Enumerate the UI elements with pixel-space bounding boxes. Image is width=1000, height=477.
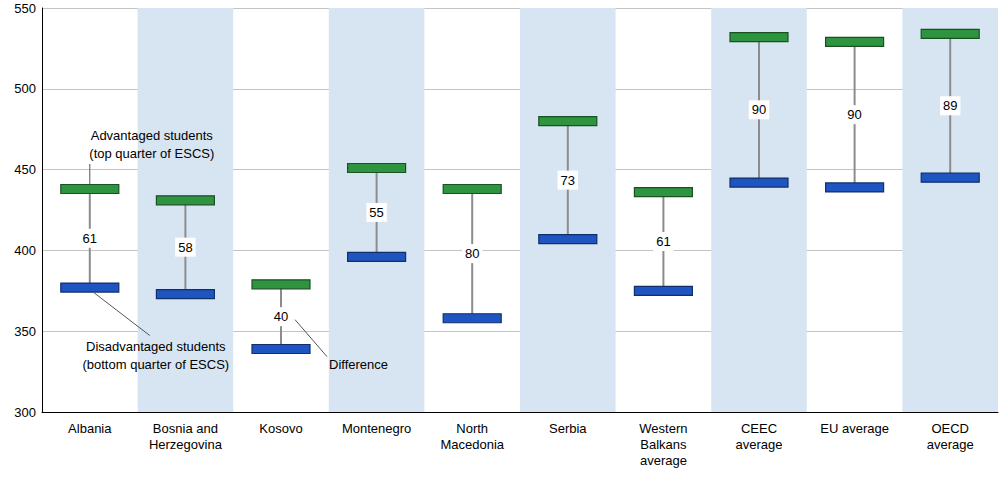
svg-text:average: average [640, 453, 687, 468]
svg-text:Herzegovina: Herzegovina [149, 437, 223, 452]
svg-text:Serbia: Serbia [549, 421, 587, 436]
svg-text:(top quarter of ESCS): (top quarter of ESCS) [89, 146, 214, 161]
svg-text:61: 61 [83, 231, 97, 246]
svg-text:Albania: Albania [68, 421, 112, 436]
svg-text:average: average [927, 437, 974, 452]
svg-text:Montenegro: Montenegro [342, 421, 411, 436]
svg-text:(bottom quarter of ESCS): (bottom quarter of ESCS) [82, 357, 229, 372]
svg-text:61: 61 [656, 234, 670, 249]
svg-text:40: 40 [274, 309, 288, 324]
svg-text:Western: Western [639, 421, 687, 436]
svg-text:58: 58 [178, 240, 192, 255]
svg-text:CEEC: CEEC [741, 421, 777, 436]
svg-text:Difference: Difference [329, 357, 388, 372]
svg-text:Macedonia: Macedonia [440, 437, 504, 452]
svg-text:Kosovo: Kosovo [259, 421, 302, 436]
svg-text:300: 300 [14, 405, 36, 420]
svg-text:450: 450 [14, 162, 36, 177]
svg-text:550: 550 [14, 1, 36, 16]
svg-text:89: 89 [943, 98, 957, 113]
svg-text:Bosnia and: Bosnia and [153, 421, 218, 436]
svg-text:Disadvantaged students: Disadvantaged students [86, 339, 226, 354]
svg-text:Advantaged students: Advantaged students [91, 128, 214, 143]
svg-text:OECD: OECD [931, 421, 969, 436]
svg-text:average: average [736, 437, 783, 452]
svg-text:North: North [456, 421, 488, 436]
svg-text:80: 80 [465, 246, 479, 261]
svg-text:73: 73 [561, 173, 575, 188]
svg-text:EU average: EU average [820, 421, 889, 436]
svg-text:400: 400 [14, 243, 36, 258]
svg-text:500: 500 [14, 81, 36, 96]
svg-text:350: 350 [14, 324, 36, 339]
svg-text:90: 90 [752, 102, 766, 117]
svg-text:90: 90 [847, 107, 861, 122]
svg-text:Balkans: Balkans [640, 437, 687, 452]
svg-text:55: 55 [369, 205, 383, 220]
